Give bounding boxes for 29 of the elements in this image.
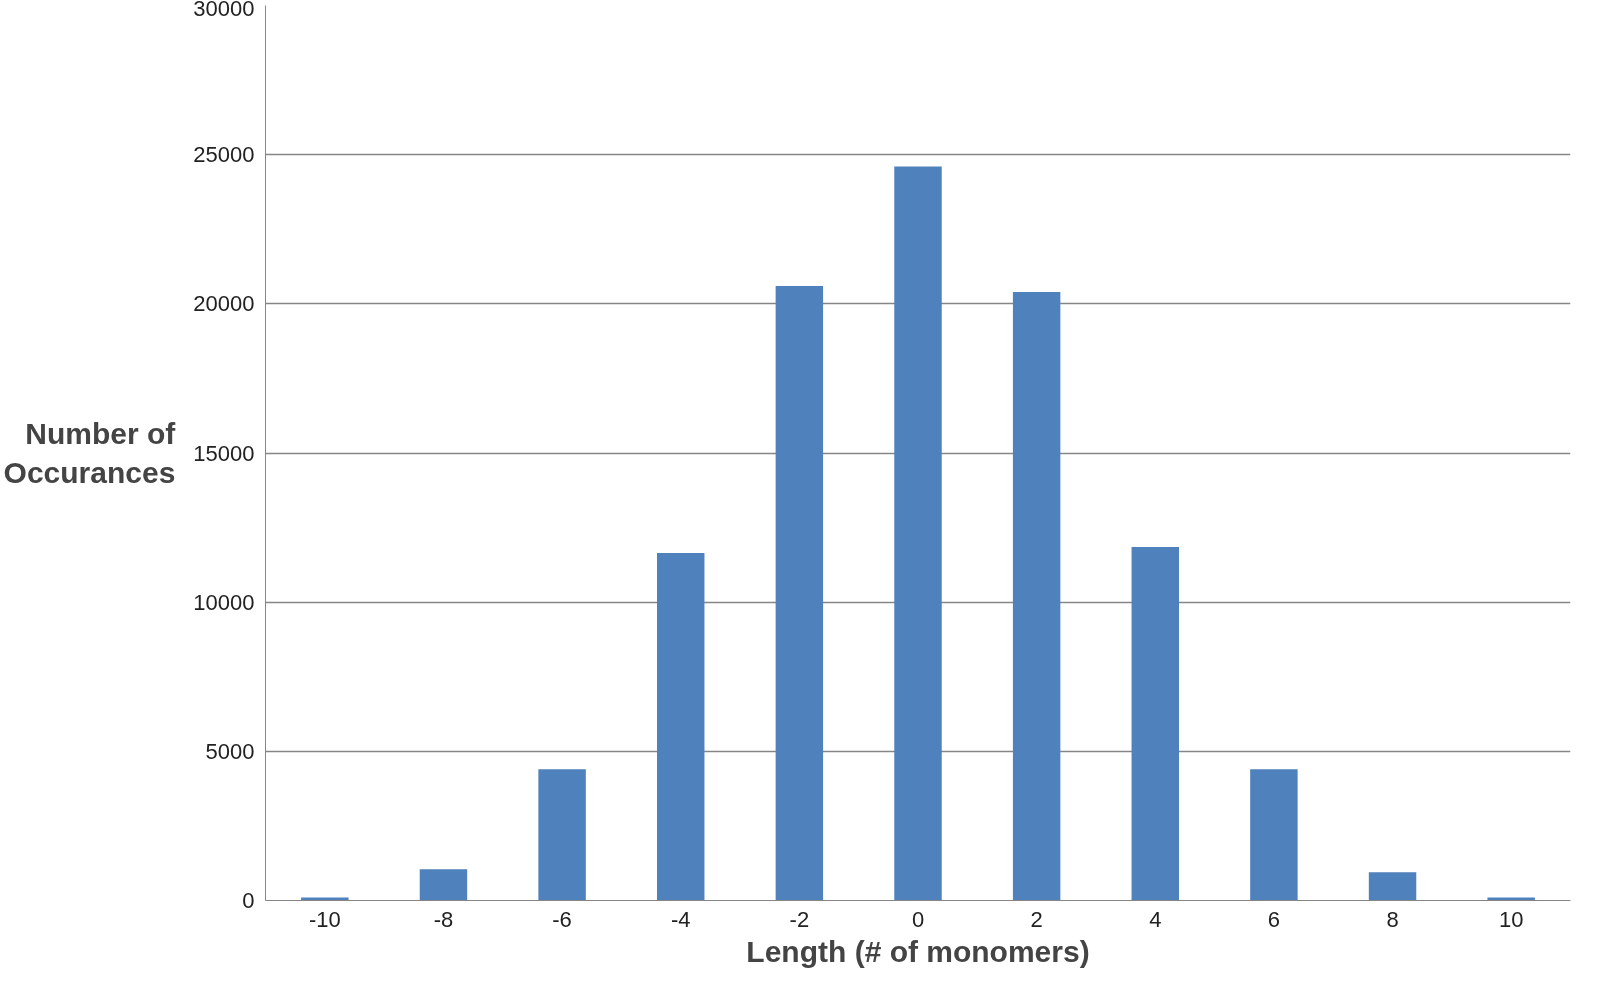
- bar: [538, 769, 586, 901]
- bar: [657, 552, 705, 901]
- x-tick-label: 8: [1386, 906, 1399, 932]
- bar: [1131, 546, 1179, 901]
- x-tick-label: -8: [433, 906, 454, 932]
- bar: [1250, 769, 1298, 901]
- y-tick-label: 30000: [193, 0, 255, 21]
- x-tick-label: -6: [552, 906, 572, 932]
- x-tick-label: -2: [789, 906, 810, 932]
- x-tick-label: -10: [308, 906, 341, 932]
- x-tick-label: -4: [670, 906, 691, 932]
- bar: [775, 285, 824, 901]
- bar: [1368, 872, 1417, 901]
- y-tick-label: 20000: [193, 291, 255, 317]
- y-axis-title: Number of Occurances: [3, 416, 177, 490]
- y-tick-label: 25000: [193, 142, 255, 168]
- y-tick-label: 5000: [205, 738, 255, 764]
- x-tick-label: 6: [1267, 906, 1281, 932]
- x-tick-label: 2: [1030, 906, 1043, 932]
- y-tick-label: 0: [242, 888, 255, 913]
- x-tick-label: 4: [1149, 906, 1162, 932]
- x-tick-label: 10: [1498, 906, 1524, 932]
- bar: [894, 166, 942, 901]
- y-tick-label: 15000: [193, 440, 255, 466]
- x-axis-title: Length (# of monomers): [746, 934, 1090, 968]
- bar: [1012, 291, 1061, 901]
- bar: [419, 869, 468, 901]
- y-tick-label: 10000: [193, 589, 255, 615]
- x-tick-label: 0: [911, 906, 925, 932]
